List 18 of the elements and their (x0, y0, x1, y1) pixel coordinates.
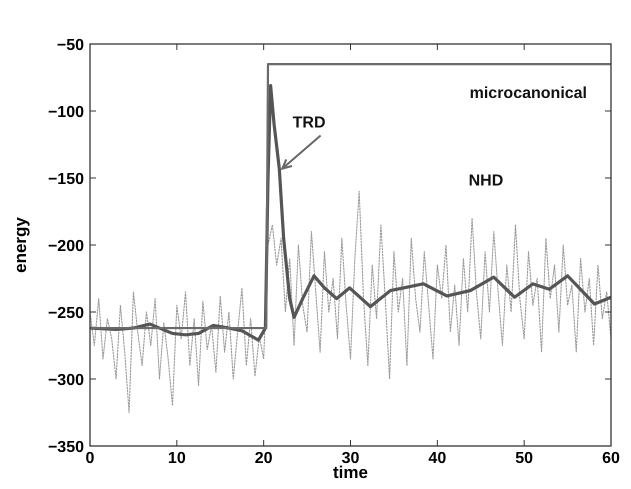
y-tick-label: −50 (56, 37, 84, 54)
y-axis-title: energy (11, 216, 30, 273)
y-tick-label: −200 (48, 238, 84, 255)
x-tick-label: 10 (168, 450, 186, 467)
x-tick-label: 40 (428, 450, 446, 467)
x-tick-label: 60 (602, 450, 620, 467)
x-tick-label: 50 (515, 450, 534, 467)
series-label: TRD (292, 114, 326, 132)
x-tick-label: 0 (86, 450, 95, 467)
y-tick-label: −350 (48, 439, 84, 456)
y-tick-label: −150 (48, 171, 84, 188)
y-tick-label: −300 (48, 372, 84, 389)
line-series (90, 190, 611, 414)
series-label: NHD (468, 172, 504, 190)
x-tick-label: 20 (254, 450, 273, 467)
y-tick-label: −100 (48, 104, 84, 121)
y-tick-label: −250 (48, 305, 84, 322)
series-label: microcanonical (470, 85, 587, 102)
